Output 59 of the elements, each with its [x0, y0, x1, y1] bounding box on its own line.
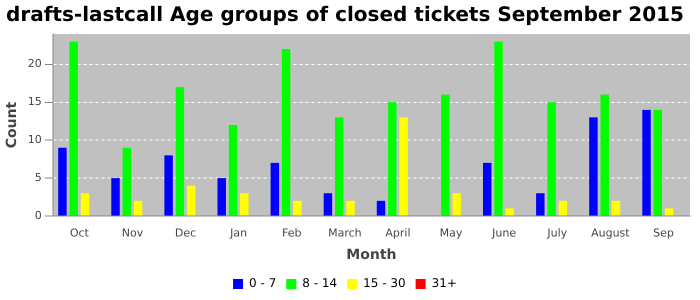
bar	[494, 42, 503, 216]
bar	[228, 125, 238, 216]
x-tick-label: Jan	[229, 226, 248, 240]
x-axis-title: Month	[346, 247, 396, 264]
x-tick-label: May	[440, 226, 463, 240]
bar	[134, 200, 142, 216]
x-tick-label: Feb	[282, 226, 302, 240]
bar	[452, 193, 461, 216]
bar	[270, 162, 280, 216]
bar	[122, 148, 132, 216]
bar	[547, 102, 556, 216]
bar	[176, 87, 184, 216]
bar	[482, 162, 492, 216]
x-tick-label: Sep	[653, 226, 674, 240]
bar	[441, 94, 450, 216]
bar	[506, 208, 514, 216]
y-tick-label: 5	[34, 170, 42, 184]
x-tick-label: July	[546, 226, 568, 240]
bar	[399, 117, 408, 216]
y-tick-label: 20	[28, 57, 42, 70]
bar	[589, 117, 598, 216]
bar	[642, 110, 651, 216]
x-tick-label: Dec	[174, 226, 196, 240]
bar	[186, 186, 196, 216]
legend-label: 0 - 7	[249, 276, 276, 290]
bar	[324, 193, 332, 216]
bar	[80, 193, 90, 216]
bar	[69, 42, 78, 216]
x-tick-label: Oct	[70, 226, 90, 240]
legend-label: 31+	[432, 276, 457, 290]
bar	[282, 49, 290, 216]
bar	[111, 178, 120, 216]
bar	[612, 200, 620, 216]
legend-label: 8 - 14	[302, 276, 338, 290]
bar	[346, 200, 355, 216]
bar	[217, 178, 226, 216]
x-tick-label: March	[328, 226, 362, 240]
chart-title: drafts-lastcall Age groups of closed tickets September 2015	[6, 2, 684, 26]
y-tick-label: 10	[28, 133, 42, 146]
bar	[240, 193, 249, 216]
bar	[388, 102, 397, 216]
bar	[600, 94, 609, 216]
x-tick-label: June	[491, 226, 516, 240]
bar	[164, 155, 173, 216]
x-tick-label: April	[385, 226, 411, 240]
bar	[558, 200, 568, 216]
bar	[293, 200, 302, 216]
x-tick-label: Nov	[122, 226, 144, 240]
y-axis-title: Count	[4, 101, 20, 148]
bar	[334, 117, 344, 216]
bar	[376, 200, 386, 216]
bar	[664, 208, 674, 216]
bar	[536, 193, 545, 216]
y-tick-label: 15	[28, 95, 42, 108]
x-tick-label: August	[591, 226, 630, 240]
bar	[654, 110, 662, 216]
bar	[58, 148, 67, 216]
y-tick-label: 0	[34, 208, 42, 222]
legend-label: 15 - 30	[363, 276, 406, 290]
